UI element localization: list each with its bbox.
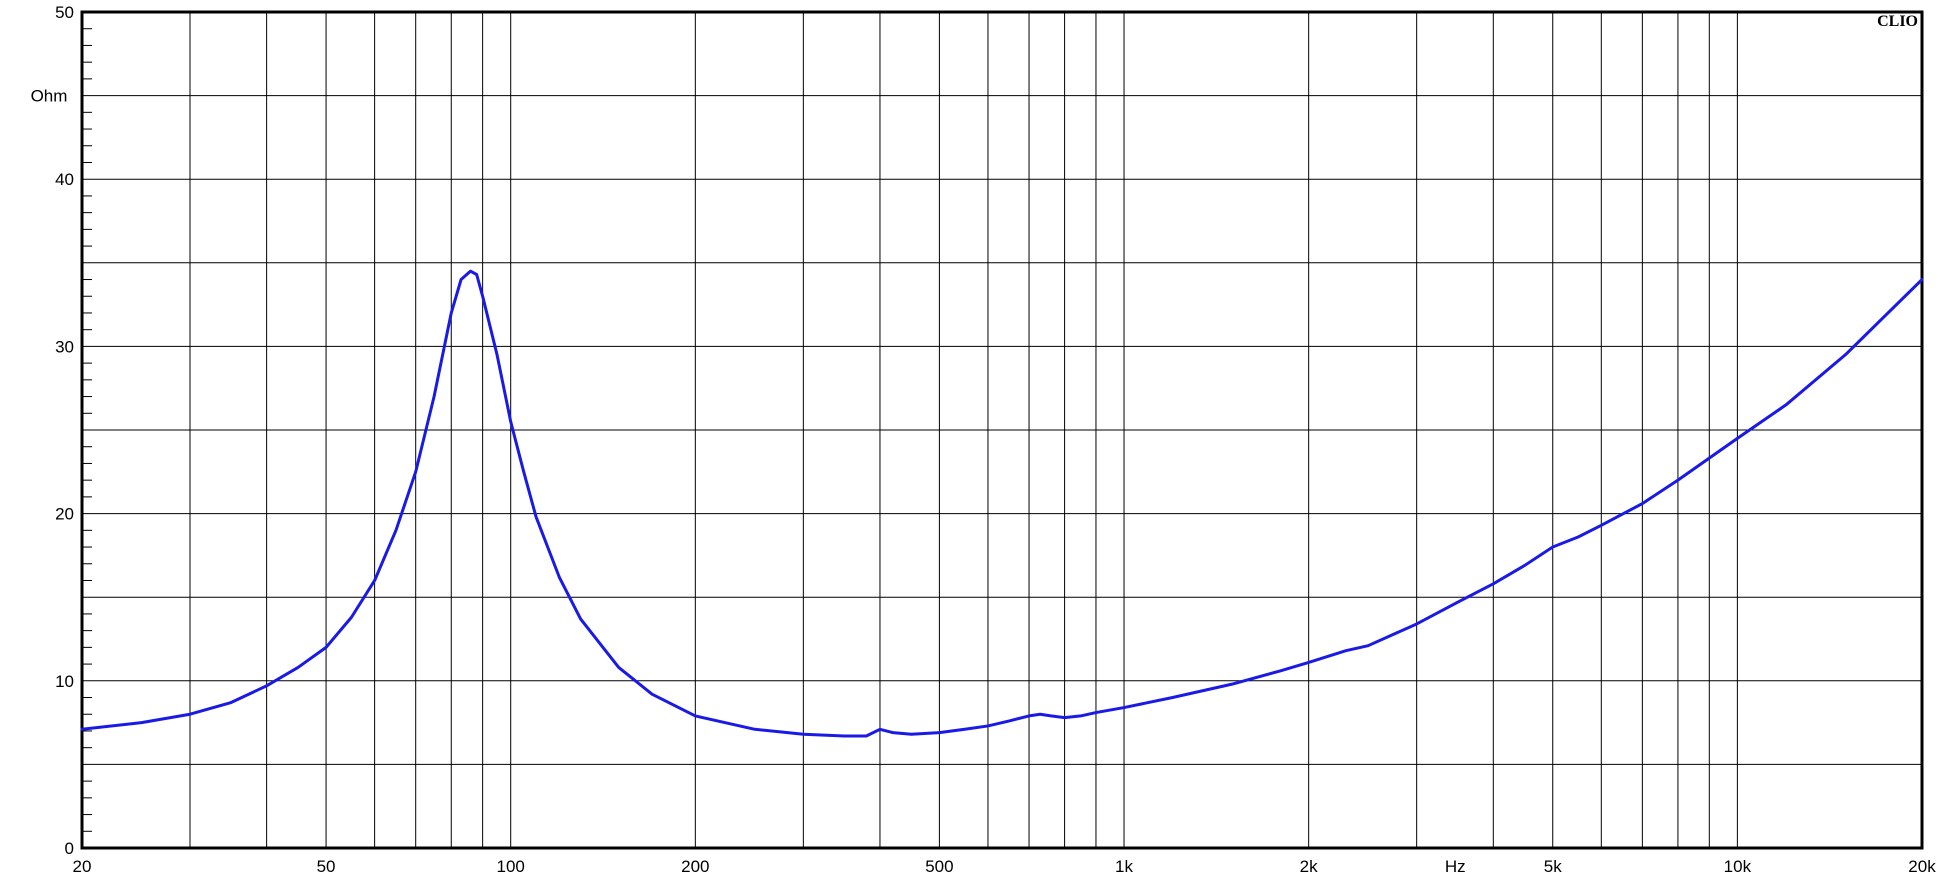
x-tick-label: 2k: [1300, 857, 1318, 876]
y-tick-label: 50: [55, 3, 74, 22]
grid: [82, 12, 1922, 848]
brand-label: CLIO: [1877, 13, 1918, 30]
y-axis-label: Ohm: [31, 87, 68, 106]
minor-ticks: [82, 28, 92, 832]
series: [80, 269, 1924, 738]
y-tick-label: 20: [55, 505, 74, 524]
x-tick-label: 20: [73, 857, 92, 876]
x-tick-label: 100: [497, 857, 525, 876]
x-axis-label: Hz: [1445, 857, 1466, 876]
y-tick-label: 30: [55, 337, 74, 356]
impedance-curve: [80, 269, 1924, 738]
x-tick-label: 500: [925, 857, 953, 876]
x-tick-label: 50: [317, 857, 336, 876]
y-tick-label: 0: [65, 839, 74, 858]
y-tick-label: 10: [55, 672, 74, 691]
x-tick-label: 10k: [1724, 857, 1752, 876]
x-tick-label: 5k: [1544, 857, 1562, 876]
y-tick-label: 40: [55, 170, 74, 189]
x-tick-label: 200: [681, 857, 709, 876]
plot-frame: [80, 10, 1924, 850]
x-tick-label: 1k: [1115, 857, 1133, 876]
tick-labels: 0 10 20 30 40 50 20 50 100 200 500 1k 2k 5k 10k 20k Hz: [55, 3, 1936, 876]
x-tick-label: 20k: [1908, 857, 1936, 876]
